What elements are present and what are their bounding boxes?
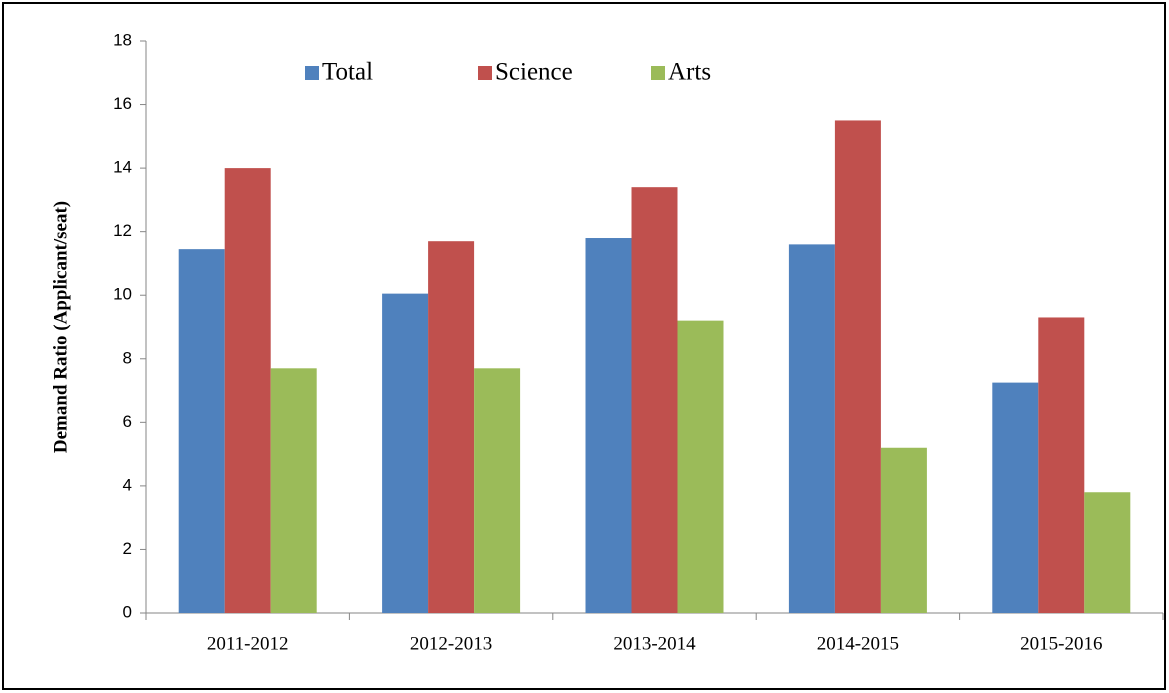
bar	[428, 241, 475, 613]
x-tick-label: 2012-2013	[410, 633, 492, 654]
legend-swatch	[478, 66, 492, 80]
y-axis-title: Demand Ratio (Applicant/seat)	[50, 201, 71, 453]
y-tick-label: 14	[113, 158, 132, 177]
bar	[178, 249, 225, 613]
bar	[880, 447, 927, 613]
y-tick-label: 16	[113, 94, 132, 113]
y-tick-label: 10	[113, 285, 132, 304]
y-tick-label: 18	[113, 30, 132, 49]
y-tick-label: 8	[123, 348, 132, 367]
y-tick-label: 0	[123, 602, 132, 621]
bar	[631, 187, 678, 613]
bar	[224, 168, 271, 613]
legend-swatch	[651, 66, 665, 80]
legend-label: Science	[495, 59, 573, 86]
bar	[382, 293, 429, 613]
bar	[585, 238, 632, 613]
bar	[270, 368, 317, 613]
bar	[1084, 492, 1131, 613]
legend-label: Arts	[668, 59, 711, 86]
bar	[677, 320, 724, 613]
y-tick-label: 4	[123, 475, 132, 494]
x-tick-label: 2014-2015	[817, 633, 899, 654]
bar	[834, 120, 881, 613]
x-tick-label: 2015-2016	[1020, 633, 1102, 654]
y-tick-label: 12	[113, 221, 132, 240]
bar	[1038, 317, 1085, 613]
y-tick-label: 6	[123, 412, 132, 431]
x-tick-label: 2011-2012	[207, 633, 289, 654]
bar	[474, 368, 521, 613]
legend-swatch	[305, 66, 319, 80]
bar	[788, 244, 835, 613]
legend-label: Total	[322, 59, 373, 86]
bar	[992, 382, 1039, 613]
y-tick-label: 2	[123, 539, 132, 558]
x-tick-label: 2013-2014	[613, 633, 696, 654]
